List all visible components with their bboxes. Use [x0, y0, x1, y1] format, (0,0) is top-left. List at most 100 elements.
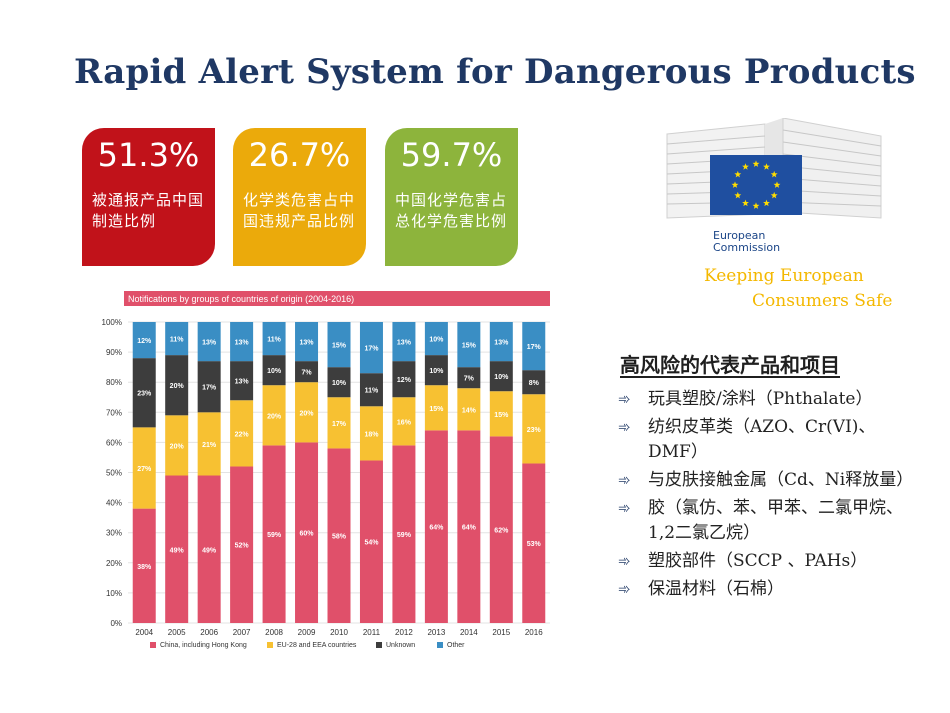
data-label: 10%: [429, 368, 444, 375]
data-label: 22%: [235, 431, 250, 438]
stat-description: 被通报产品中国制造比例: [92, 191, 205, 230]
data-label: 16%: [397, 419, 412, 426]
bar-segment-eu-28-and-eea-countries: [295, 382, 319, 443]
data-label: 13%: [235, 379, 250, 386]
risk-list-text: 与皮肤接触金属（Cd、Ni释放量）: [648, 470, 914, 490]
bar-segment-china: [457, 430, 481, 623]
eu-star-icon: [742, 199, 749, 207]
legend-label: Unknown: [386, 642, 415, 649]
legend-swatch: [376, 642, 382, 648]
bar-segment-unknown: [327, 367, 351, 398]
bar-segment-china: [295, 442, 319, 623]
risk-list-item: ➾ 塑胶部件（SCCP 、PAHs）: [618, 549, 918, 574]
bar-segment-unknown: [165, 355, 189, 416]
y-tick-label: 70%: [106, 408, 122, 417]
x-tick-label: 2012: [395, 628, 413, 637]
bar-segment-eu-28-and-eea-countries: [392, 397, 416, 446]
data-label: 11%: [267, 337, 281, 344]
data-label: 7%: [301, 370, 312, 377]
legend-swatch: [150, 642, 156, 648]
risk-list-item: ➾ 纺织皮革类（AZO、Cr(VI)、DMF）: [618, 415, 918, 465]
data-label: 10%: [267, 368, 282, 375]
data-label: 20%: [267, 413, 282, 420]
bar-segment-other: [359, 322, 383, 374]
double-arrow-icon: ➾: [618, 499, 631, 517]
eu-star-icon: [763, 199, 770, 207]
legend-label: Other: [447, 642, 465, 649]
data-label: 11%: [170, 337, 184, 344]
data-label: 17%: [527, 344, 542, 351]
bar-segment-china: [424, 430, 448, 623]
bar-segment-china: [522, 463, 546, 623]
x-tick-label: 2008: [265, 628, 283, 637]
data-label: 59%: [397, 532, 412, 539]
bar-segment-eu-28-and-eea-countries: [230, 400, 254, 467]
eu-flag-icon: [710, 155, 802, 215]
y-tick-label: 20%: [106, 559, 122, 568]
data-label: 64%: [429, 525, 444, 532]
eu-star-icon: [770, 191, 778, 199]
bar-segment-other: [262, 322, 286, 356]
y-tick-label: 60%: [106, 438, 122, 447]
data-label: 59%: [267, 532, 282, 539]
bar-segment-eu-28-and-eea-countries: [359, 406, 383, 461]
data-label: 23%: [137, 391, 152, 398]
y-tick-label: 10%: [106, 589, 122, 598]
risk-list-text: 纺织皮革类（AZO、Cr(VI)、DMF）: [648, 417, 876, 462]
data-label: 13%: [494, 340, 509, 347]
stat-value: 51.3%: [97, 136, 200, 174]
bar-segment-other: [165, 322, 189, 356]
bar-segment-china: [262, 445, 286, 623]
data-label: 13%: [235, 340, 250, 347]
eu-star-icon: [773, 181, 781, 188]
bar-segment-china: [197, 475, 221, 623]
bar-segment-unknown: [457, 367, 481, 389]
data-label: 13%: [397, 340, 412, 347]
bar-segment-unknown: [262, 355, 286, 386]
bar-segment-unknown: [230, 361, 254, 401]
data-label: 60%: [300, 531, 315, 538]
bar-segment-china: [327, 448, 351, 623]
bar-segment-china: [230, 466, 254, 623]
chart-title-banner: [124, 291, 550, 306]
data-label: 11%: [365, 388, 379, 395]
data-label: 20%: [170, 443, 185, 450]
stat-description: 中国化学危害占总化学危害比例: [395, 191, 508, 230]
risk-list-item: ➾ 玩具塑胶/涂料（Phthalate）: [618, 387, 918, 412]
data-label: 18%: [364, 431, 379, 438]
risk-list-text: 胶（氯仿、苯、甲苯、二氯甲烷、1,2二氯乙烷）: [648, 498, 903, 543]
stat-card-china-share: 51.3% 被通报产品中国制造比例: [82, 128, 215, 266]
legend-swatch: [437, 642, 443, 648]
ec-tagline-line2: Consumers Safe: [752, 291, 893, 311]
legend-swatch: [267, 642, 273, 648]
data-label: 14%: [462, 407, 477, 414]
bar-segment-other: [424, 322, 448, 356]
bar-segment-unknown: [392, 361, 416, 398]
bar-segment-eu-28-and-eea-countries: [197, 412, 221, 476]
x-tick-label: 2014: [460, 628, 478, 637]
stat-card-chemical-share: 26.7% 化学类危害占中国违规产品比例: [233, 128, 366, 266]
data-label: 13%: [202, 340, 217, 347]
x-tick-label: 2016: [525, 628, 543, 637]
bar-segment-other: [197, 322, 221, 362]
data-label: 64%: [462, 525, 477, 532]
bar-segment-unknown: [522, 370, 546, 395]
bar-segment-eu-28-and-eea-countries: [457, 388, 481, 431]
eu-star-icon: [763, 163, 770, 170]
risk-list-item: ➾ 胶（氯仿、苯、甲苯、二氯甲烷、1,2二氯乙烷）: [618, 496, 918, 546]
stat-description: 化学类危害占中国违规产品比例: [243, 191, 356, 230]
bar-segment-eu-28-and-eea-countries: [424, 385, 448, 431]
data-label: 12%: [397, 377, 412, 384]
eu-star-icon: [731, 181, 739, 188]
data-label: 53%: [527, 541, 542, 548]
data-label: 54%: [364, 540, 379, 547]
eu-star-icon: [752, 160, 760, 167]
bar-segment-other: [295, 322, 319, 362]
x-tick-label: 2005: [168, 628, 186, 637]
stat-card-china-chemical-share: 59.7% 中国化学危害占总化学危害比例: [385, 128, 518, 266]
data-label: 20%: [300, 410, 315, 417]
risk-list-text: 塑胶部件（SCCP 、PAHs）: [648, 551, 868, 571]
ec-tagline-line1: Keeping European: [704, 266, 864, 286]
data-label: 8%: [529, 380, 540, 387]
data-label: 10%: [332, 380, 347, 387]
